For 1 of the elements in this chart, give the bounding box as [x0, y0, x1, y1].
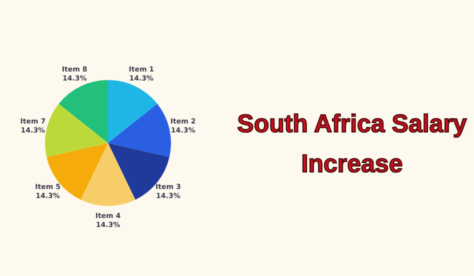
text: South Africa Salary Increase — [236, 109, 468, 180]
